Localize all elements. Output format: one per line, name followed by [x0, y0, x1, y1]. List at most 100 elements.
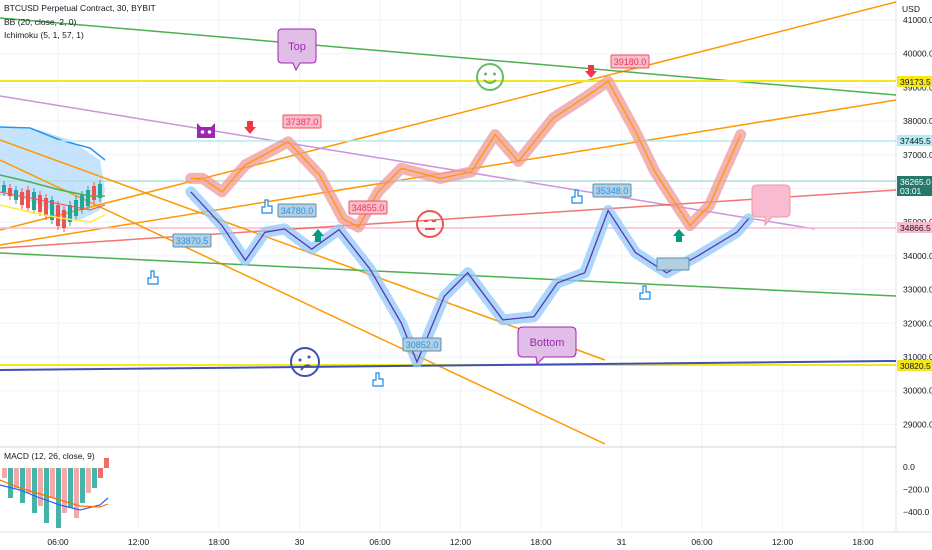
macd-tick: 0.0 [903, 462, 915, 472]
candle-body [20, 192, 24, 205]
hand-pointer-icon [571, 189, 583, 204]
price-tick: 41000.0 [903, 15, 932, 25]
candle-body [50, 200, 54, 220]
price-tag-value: 37387.0 [286, 117, 319, 127]
macd-line [0, 484, 109, 511]
bb-lower-line [0, 204, 106, 223]
price-tags: 37387.0 39180.0 34855.0 34780.0 33870.5 35348… [172, 54, 690, 352]
time-tick: 12:00 [128, 537, 150, 547]
macd-histogram [0, 458, 109, 528]
bb-line [0, 191, 106, 211]
candle-body [80, 195, 84, 210]
note-top[interactable]: Top [277, 28, 317, 72]
time-tick: 12:00 [772, 537, 794, 547]
price-badge: 39173.5 [897, 76, 932, 87]
ichimoku-legend[interactable]: Ichimoku (5, 1, 57, 1) [4, 30, 84, 40]
price-badge: 30820.5 [897, 360, 932, 371]
price-tag-value: 34780.0 [281, 206, 314, 216]
macd-bar [20, 468, 25, 503]
projection-up-line [190, 80, 742, 228]
macd-bar [86, 468, 91, 493]
macd-signal-line [0, 479, 109, 508]
macd-bar [2, 468, 7, 478]
price-tag-value: 39180.0 [614, 57, 647, 67]
hand-pointer-icon [372, 372, 384, 387]
currency-label: USD [902, 4, 920, 14]
cat-icon [197, 123, 215, 138]
candle-body [38, 195, 42, 212]
ichimoku-line [0, 126, 106, 161]
macd-bar [104, 458, 109, 468]
trend-lines [0, 1, 897, 445]
symbol-legend[interactable]: BTCUSD Perpetual Contract, 30, BYBIT [4, 3, 156, 13]
price-badge: 37445.5 [897, 135, 932, 146]
price-tick: 31000.0 [903, 352, 932, 362]
hand-pointer-icon [639, 285, 651, 300]
price-tick: 33000.0 [903, 285, 932, 295]
price-tag-low: 33870.5 [172, 233, 212, 248]
time-tick: 12:00 [450, 537, 472, 547]
price-tag-high: 34855.0 [348, 200, 388, 215]
macd-bar [56, 468, 61, 528]
price-tag-value: 35348.0 [596, 186, 629, 196]
hand-pointer-icon [147, 270, 159, 285]
macd-bar [26, 468, 31, 493]
hand-pointer-icon [261, 199, 273, 214]
trend-line-red [0, 189, 897, 249]
price-tag-value: 33870.5 [176, 236, 209, 246]
macd-bar [32, 468, 37, 513]
price-badge-value: 37445.5 [900, 136, 931, 146]
price-badge-value: 39173.5 [900, 77, 931, 87]
arrow-down-icon [244, 65, 597, 134]
candle-body [98, 184, 102, 198]
note-bottom[interactable]: Bottom [517, 326, 577, 366]
macd-axis: 0.0 −200.0 −400.0 [903, 462, 930, 517]
price-tick: 29000.0 [903, 419, 932, 429]
arrow-up-icon [312, 229, 685, 242]
price-tick: 30000.0 [903, 386, 932, 396]
trend-line-orange-down-2 [0, 159, 606, 445]
grid-lines [0, 0, 896, 532]
trend-line-green-top [0, 17, 897, 96]
bb-basis-line [0, 174, 105, 197]
candle-body [56, 205, 60, 226]
trend-line-purple [0, 95, 816, 230]
projection-down-line [190, 191, 749, 364]
macd-bar [92, 468, 97, 488]
time-axis: 06:00 12:00 18:00 30 06:00 12:00 18:00 31 06:00 1… [47, 537, 874, 547]
price-badges: 39173.5 37445.5 36265.003:01 34866.5 30820.5 [897, 76, 932, 371]
macd-tick: −400.0 [903, 507, 930, 517]
macd-bar [38, 468, 43, 506]
time-tick: 18:00 [208, 537, 230, 547]
bb-legend[interactable]: BB (20, close, 2, 0) [4, 17, 77, 27]
price-tick: 37000.0 [903, 150, 932, 160]
candle-body [2, 185, 6, 192]
price-badge: 36265.003:01 [897, 176, 932, 196]
note-target[interactable] [751, 184, 791, 227]
macd-bar [74, 468, 79, 518]
price-tag-low: 34780.0 [277, 203, 317, 218]
time-tick: 06:00 [691, 537, 713, 547]
price-badge: 34866.5 [897, 222, 932, 233]
pointer-hand-icons [147, 189, 651, 387]
price-tick: 34000.0 [903, 251, 932, 261]
time-tick: 06:00 [369, 537, 391, 547]
price-tick: 32000.0 [903, 318, 932, 328]
time-tick: 06:00 [47, 537, 69, 547]
macd-tick: −200.0 [903, 485, 930, 495]
time-tick: 18:00 [530, 537, 552, 547]
macd-bar [98, 468, 103, 478]
macd-bar [8, 468, 13, 498]
macd-legend[interactable]: MACD (12, 26, close, 9) [4, 451, 95, 461]
macd-bar [14, 468, 19, 488]
price-tick: 39000.0 [903, 82, 932, 92]
price-tag-high: 39180.0 [610, 54, 650, 69]
trend-line-orange-down-1 [0, 139, 606, 361]
candle-body [26, 190, 30, 208]
price-tag-value: 34855.0 [352, 203, 385, 213]
trend-line-orange-up-top [0, 1, 897, 231]
macd-bar [50, 468, 55, 498]
price-tag-value: 30852.0 [406, 340, 439, 350]
price-badge-countdown: 03:01 [900, 186, 922, 196]
